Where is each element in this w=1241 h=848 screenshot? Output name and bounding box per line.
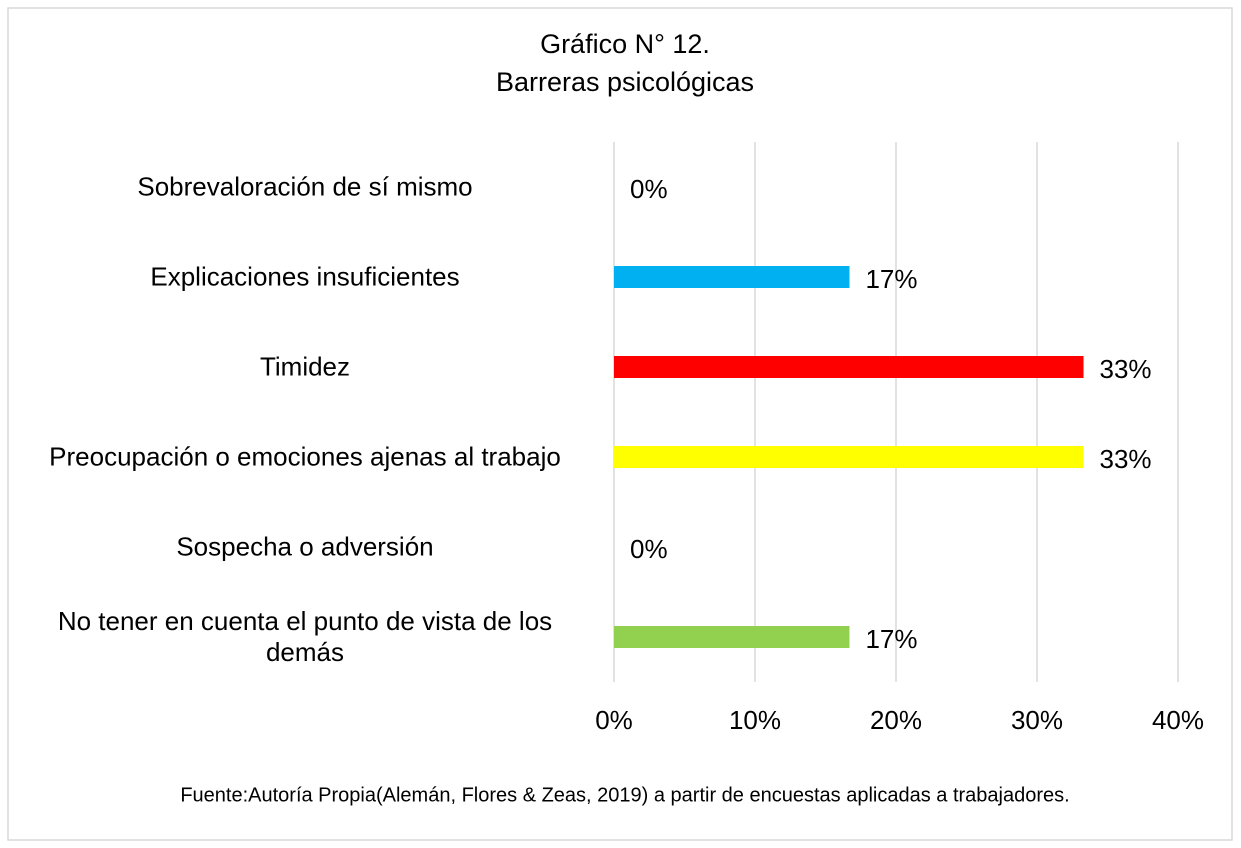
y-tick-label: Sospecha o adversión xyxy=(176,531,434,562)
data-label: 33% xyxy=(1100,444,1152,474)
bar xyxy=(614,356,1084,378)
bar xyxy=(614,266,850,288)
x-tick-label: 40% xyxy=(1152,705,1204,735)
y-tick-label: Timidez xyxy=(259,351,351,382)
data-label: 17% xyxy=(865,264,917,294)
x-tick-label: 10% xyxy=(729,705,781,735)
chart-subtitle: Barreras psicológicas xyxy=(496,67,754,97)
bar xyxy=(614,626,850,648)
data-label: 0% xyxy=(630,174,668,204)
bar xyxy=(614,446,1084,468)
y-tick-label: Sobrevaloración de sí mismo xyxy=(137,171,473,202)
y-tick-label: Explicaciones insuficientes xyxy=(150,261,460,292)
y-tick-label: No tener en cuenta el punto de vista de … xyxy=(57,606,553,667)
chart-title: Gráfico N° 12. xyxy=(540,29,710,59)
y-tick-label: Preocupación o emociones ajenas al traba… xyxy=(49,441,561,472)
chart-frame xyxy=(7,7,1233,841)
data-label: 17% xyxy=(865,624,917,654)
x-tick-label: 20% xyxy=(870,705,922,735)
x-tick-label: 0% xyxy=(595,705,633,735)
source-note: Fuente:Autoría Propia(Alemán, Flores & Z… xyxy=(180,784,1069,806)
data-label: 33% xyxy=(1100,354,1152,384)
x-tick-label: 30% xyxy=(1011,705,1063,735)
data-label: 0% xyxy=(630,534,668,564)
